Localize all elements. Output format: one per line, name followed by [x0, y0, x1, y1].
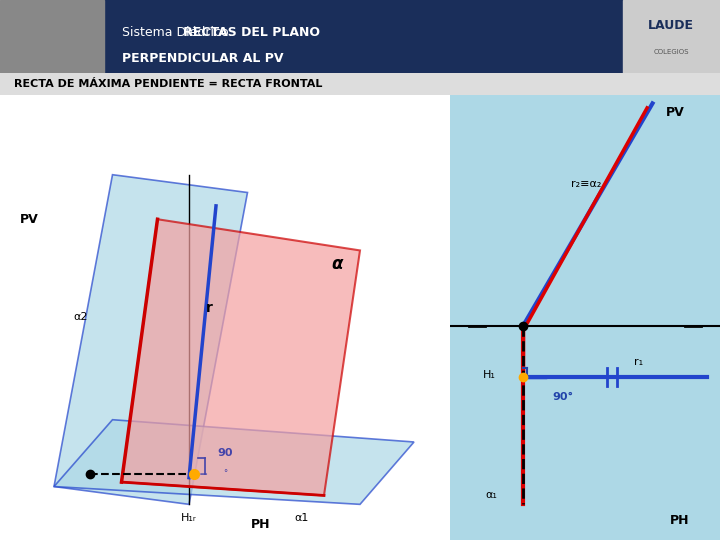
Text: RECTAS DEL PLANO: RECTAS DEL PLANO: [122, 26, 320, 39]
Text: α2: α2: [73, 312, 89, 322]
Text: α: α: [332, 255, 343, 273]
Polygon shape: [54, 420, 414, 504]
Text: RECTA DE MÁXIMA PENDIENTE = RECTA FRONTAL: RECTA DE MÁXIMA PENDIENTE = RECTA FRONTA…: [14, 79, 323, 89]
Text: H₁ᵣ: H₁ᵣ: [181, 513, 197, 523]
Polygon shape: [54, 175, 248, 504]
Text: PERPENDICULAR AL PV: PERPENDICULAR AL PV: [122, 52, 284, 65]
Bar: [450, 94, 720, 326]
Bar: [450, 326, 720, 540]
Text: °: °: [223, 469, 227, 478]
Text: PH: PH: [670, 514, 689, 526]
Text: Sistema Diédrico.: Sistema Diédrico.: [122, 26, 237, 39]
Text: COLEGIOS: COLEGIOS: [653, 50, 689, 56]
Bar: [623, 0, 720, 73]
Text: PV: PV: [666, 106, 685, 119]
Text: H₁: H₁: [483, 370, 496, 380]
Bar: [104, 0, 623, 73]
Text: LAUDE: LAUDE: [648, 19, 694, 32]
Text: r₂≡α₂: r₂≡α₂: [572, 179, 602, 188]
Text: r₁: r₁: [634, 357, 643, 367]
Text: 90°: 90°: [553, 393, 574, 402]
Polygon shape: [122, 219, 360, 496]
Text: r: r: [206, 301, 212, 315]
Text: PV: PV: [20, 213, 39, 226]
Text: PH: PH: [251, 518, 271, 531]
Text: α₁: α₁: [485, 490, 497, 501]
Text: 90: 90: [217, 448, 233, 458]
Text: α1: α1: [294, 513, 309, 523]
Bar: [0, 0, 104, 73]
